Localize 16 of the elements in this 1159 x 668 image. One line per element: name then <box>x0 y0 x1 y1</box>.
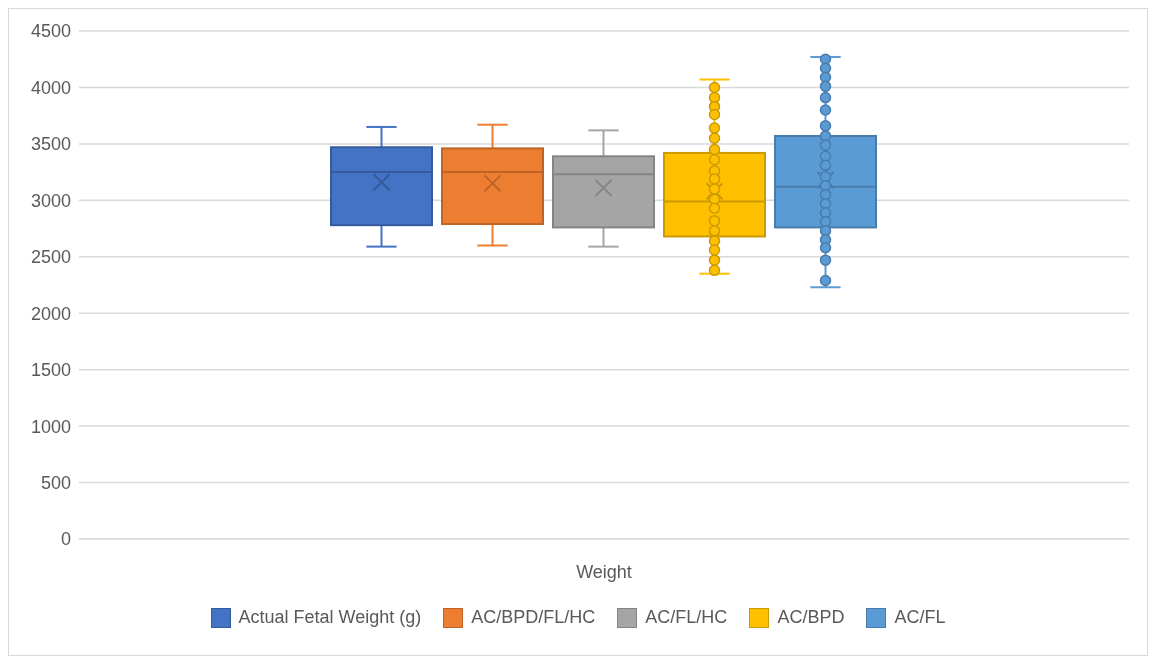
y-tick-label: 1000 <box>30 416 71 437</box>
y-tick-label: 2500 <box>30 247 71 268</box>
legend-label: AC/BPD <box>777 607 845 628</box>
y-tick-label: 3500 <box>30 134 71 155</box>
y-tick-label: 4000 <box>30 77 71 98</box>
x-tick-label: Weight <box>576 561 632 582</box>
legend-label: Actual Fetal Weight (g) <box>238 607 422 628</box>
y-tick-label: 2000 <box>30 303 71 324</box>
y-tick-label: 500 <box>40 472 71 493</box>
y-tick-label: 0 <box>60 529 71 550</box>
y-tick-label: 1500 <box>30 360 71 381</box>
legend-label: AC/BPD/FL/HC <box>471 607 596 628</box>
y-tick-label: 3000 <box>30 190 71 211</box>
legend-label: AC/FL <box>894 607 946 628</box>
legend-label: AC/FL/HC <box>645 607 728 628</box>
y-tick-label: 4500 <box>30 21 71 42</box>
